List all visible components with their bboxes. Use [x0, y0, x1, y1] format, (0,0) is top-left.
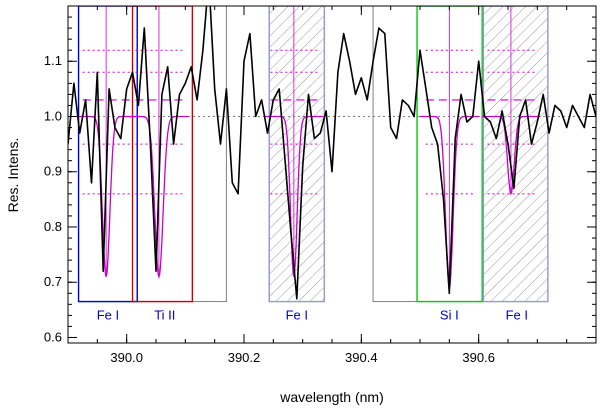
- window-box-3: [416, 6, 483, 303]
- x-axis-title: wavelength (nm): [279, 389, 384, 405]
- x-tick-label: 390.4: [345, 350, 378, 365]
- y-tick-label: 0.6: [44, 329, 62, 344]
- x-tick-label: 390.0: [110, 350, 143, 365]
- window-hatch-2: [269, 6, 325, 302]
- window-box-1: [131, 6, 194, 303]
- line-id-label: Fe I: [506, 308, 528, 323]
- window-box-0: [77, 6, 138, 303]
- window-box-2: [268, 6, 326, 303]
- line-id-label: Si I: [440, 308, 459, 323]
- y-tick-label: 0.9: [44, 164, 62, 179]
- y-tick-label: 1.0: [44, 108, 62, 123]
- window-hatch-4: [483, 6, 548, 302]
- observed-spectrum-line: [68, 6, 596, 300]
- grey-box-0: [78, 6, 227, 303]
- line-id-label: Ti II: [154, 308, 175, 323]
- x-tick-label: 390.2: [228, 350, 261, 365]
- x-tick-label: 390.6: [462, 350, 495, 365]
- y-tick-label: 0.7: [44, 274, 62, 289]
- y-tick-label: 0.8: [44, 219, 62, 234]
- line-id-label: Fe I: [97, 308, 119, 323]
- y-axis-title: Res. Intens.: [5, 138, 21, 213]
- line-id-label: Fe I: [286, 308, 308, 323]
- y-tick-label: 1.1: [44, 53, 62, 68]
- window-box-4: [482, 6, 549, 303]
